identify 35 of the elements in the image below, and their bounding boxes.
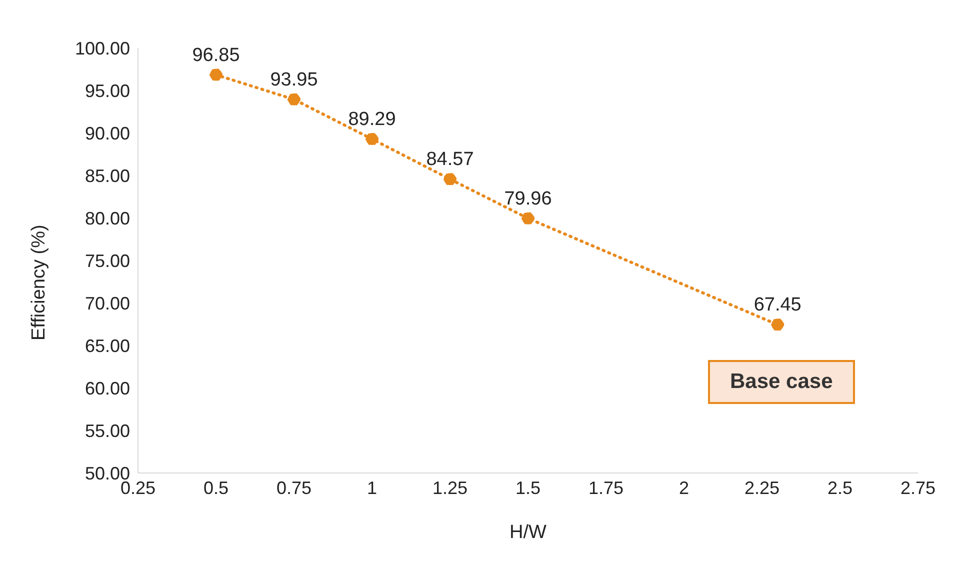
x-tick-label: 2.75	[900, 478, 936, 498]
annotation: Base case	[708, 360, 855, 404]
y-tick-label: 95.00	[84, 80, 130, 101]
y-tick-label: 80.00	[84, 208, 130, 228]
y-tick-label: 90.00	[84, 123, 130, 144]
point	[522, 212, 534, 225]
x-axis-title: H/W	[510, 522, 547, 543]
x-tick-label: 1.25	[432, 478, 468, 498]
y-tick-label: 55.00	[84, 420, 130, 441]
point	[366, 132, 378, 146]
y-tick-label: 65.00	[84, 336, 130, 356]
x-tick-label: 1.5	[515, 478, 541, 498]
x-tick-label: 1	[366, 478, 378, 498]
data-label: 67.45	[754, 294, 802, 316]
point	[288, 92, 300, 106]
point	[444, 172, 456, 186]
data-label: 93.95	[270, 69, 318, 90]
point	[210, 68, 222, 82]
y-tick-label: 60.00	[84, 378, 130, 398]
y-tick-label: 75.00	[84, 250, 130, 271]
x-tick-label: 2	[678, 478, 690, 498]
data-label: 79.96	[504, 188, 552, 210]
x-tick-label: 0.5	[203, 478, 229, 498]
data-label: 89.29	[348, 109, 396, 130]
data-label: 84.57	[426, 149, 474, 170]
x-tick-label: 2.25	[744, 478, 780, 498]
data-label: 96.85	[192, 44, 240, 66]
x-tick-label: 2.5	[827, 478, 853, 498]
y-tick-label: 85.00	[84, 166, 130, 186]
x-tick-label: 1.75	[588, 478, 624, 498]
y-tick-label: 100.00	[74, 38, 130, 58]
point	[771, 318, 784, 332]
x-tick-label: 0.75	[276, 478, 312, 498]
y-tick-label: 70.00	[84, 293, 130, 314]
y-axis-title: Efficiency (%)	[28, 224, 50, 340]
